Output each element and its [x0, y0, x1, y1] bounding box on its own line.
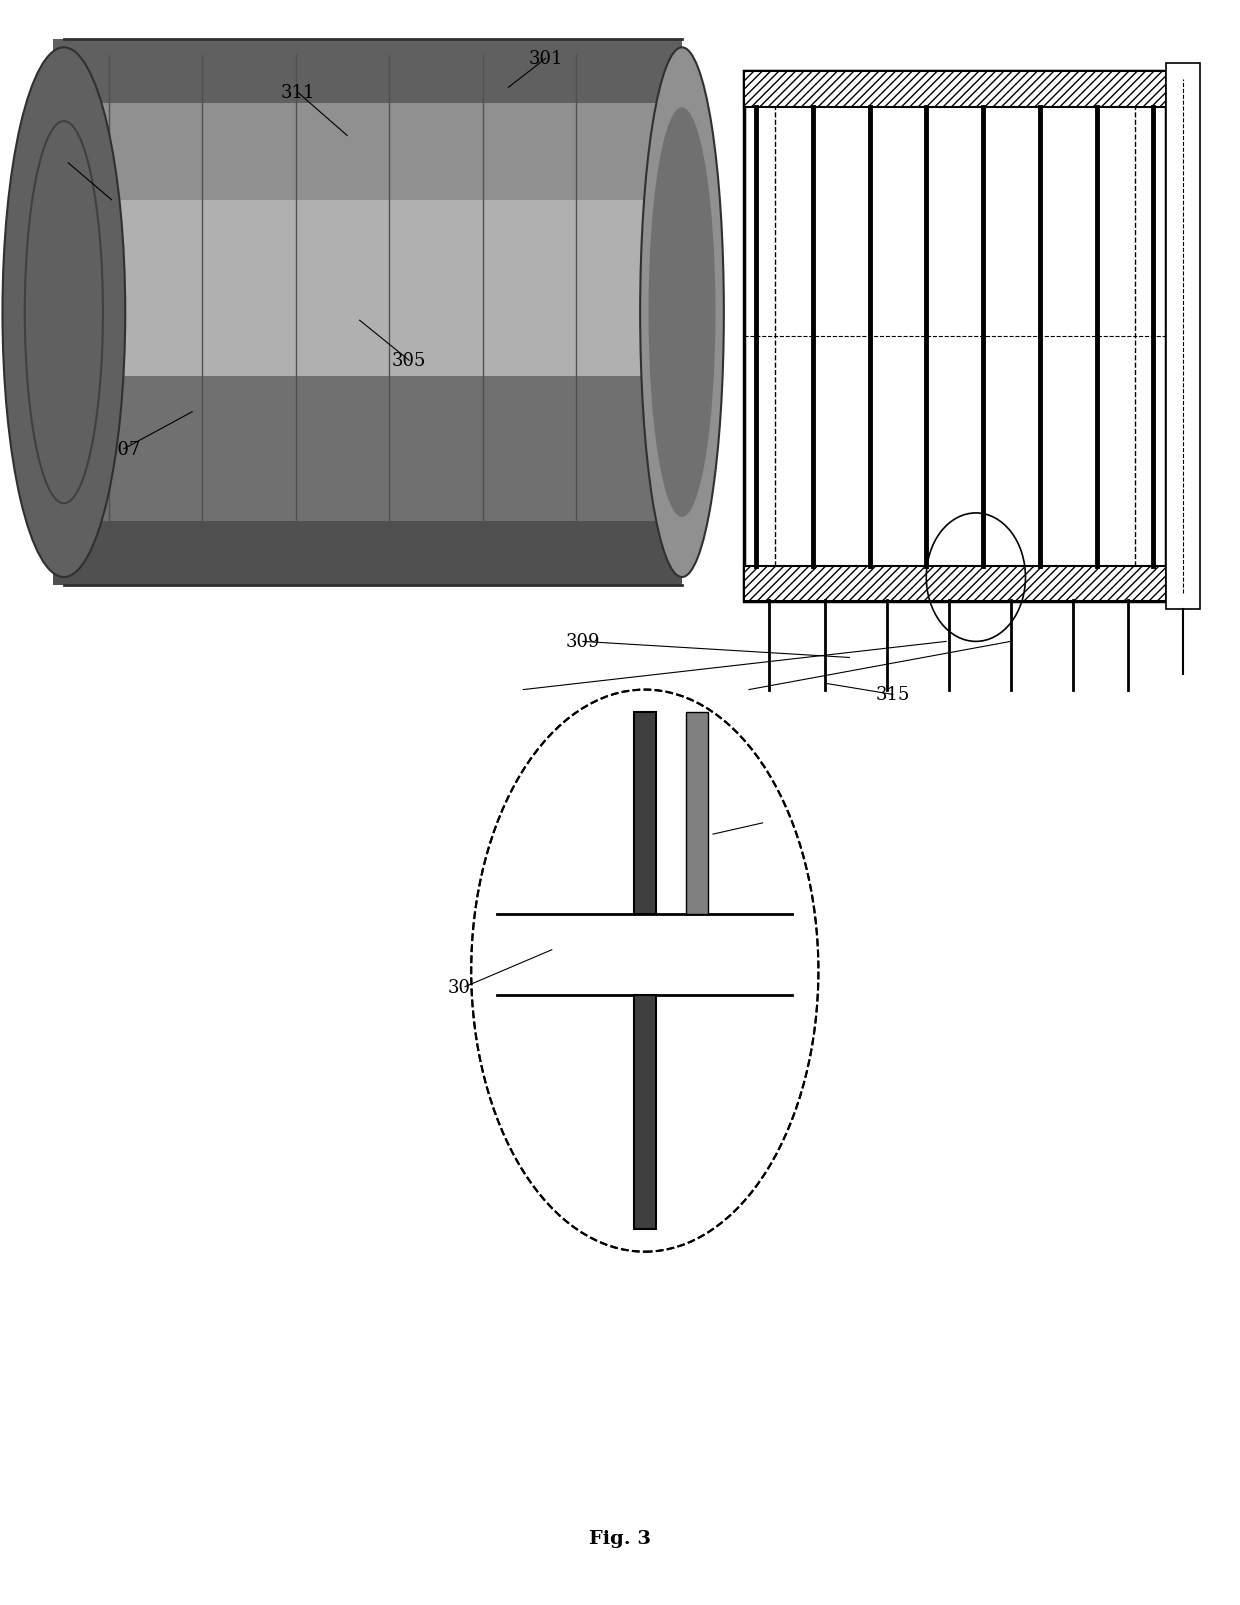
- Bar: [744, 72, 1166, 602]
- Polygon shape: [52, 377, 682, 522]
- Text: 303: 303: [745, 814, 780, 833]
- Bar: [686, 713, 708, 915]
- Ellipse shape: [649, 109, 715, 518]
- Text: 315: 315: [875, 685, 910, 705]
- Polygon shape: [52, 522, 682, 586]
- Bar: [1166, 64, 1200, 610]
- Polygon shape: [52, 40, 682, 104]
- Text: 301: 301: [528, 50, 563, 69]
- Text: 305: 305: [448, 977, 482, 997]
- Bar: [744, 567, 1166, 602]
- Text: 307: 307: [107, 440, 141, 459]
- Text: Fig. 3: Fig. 3: [589, 1528, 651, 1547]
- Polygon shape: [52, 201, 682, 377]
- Text: 303: 303: [51, 154, 86, 173]
- Bar: [497, 915, 792, 995]
- Text: 305: 305: [392, 351, 427, 371]
- Polygon shape: [52, 104, 682, 201]
- Bar: [634, 713, 656, 915]
- Bar: [634, 995, 656, 1229]
- Text: 309: 309: [565, 632, 600, 652]
- Text: 311: 311: [280, 83, 315, 103]
- Ellipse shape: [2, 48, 125, 578]
- Ellipse shape: [471, 690, 818, 1252]
- Bar: [744, 72, 1166, 108]
- Ellipse shape: [640, 48, 724, 578]
- Polygon shape: [52, 40, 682, 586]
